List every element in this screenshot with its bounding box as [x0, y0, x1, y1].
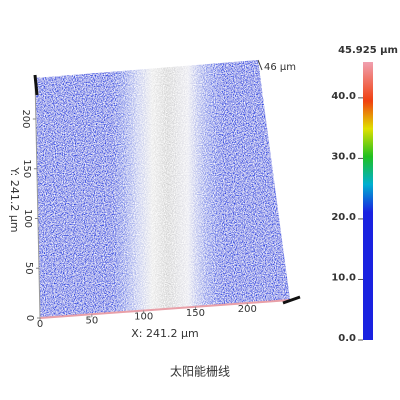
y-tick-label: 200: [20, 109, 31, 128]
x-tick-label: 100: [134, 312, 153, 323]
corner: [33, 74, 39, 96]
colorbar-max-label: 45.925 µm: [338, 45, 398, 56]
x-tick-label: 0: [37, 319, 43, 330]
colorbar-tick-label: 40.0: [331, 91, 356, 102]
surface: [35, 60, 290, 318]
colorbar: [363, 62, 373, 340]
height-label: 46 µm: [264, 62, 296, 73]
colorbar-tick-label: 30.0: [331, 151, 356, 162]
colorbar-tick-label: 0.0: [338, 333, 356, 344]
colorbar-tick-label: 10.0: [331, 272, 356, 283]
y-axis-label: Y: 241.2 µm: [8, 166, 21, 232]
y-tick-label: 0: [24, 315, 35, 321]
y-tick-label: 50: [23, 262, 34, 275]
y-tick-label: 100: [22, 209, 33, 228]
x-axis-label: X: 241.2 µm: [131, 327, 198, 340]
caption: 太阳能栅线: [170, 364, 230, 379]
left-edge: [34, 77, 41, 319]
front-edge: [39, 299, 291, 319]
x-tick-label: 150: [186, 308, 205, 319]
x-tick-label: 200: [238, 304, 257, 315]
height-leader: [257, 59, 263, 71]
x-tick-label: 50: [85, 315, 98, 326]
colorbar-tick-label: 20.0: [331, 212, 356, 223]
y-tick-label: 150: [21, 159, 32, 178]
corner: [282, 295, 301, 305]
